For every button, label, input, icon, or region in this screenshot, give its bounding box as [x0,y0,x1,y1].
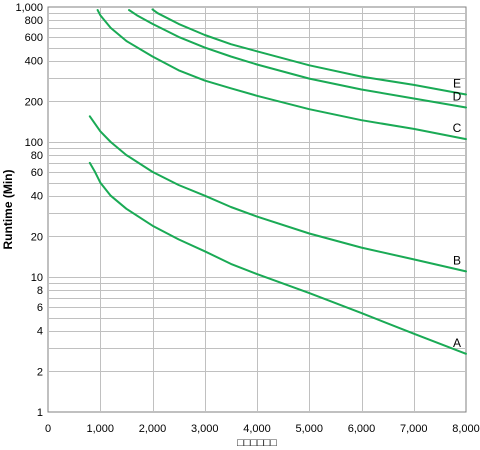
series-label-e: E [453,76,461,90]
series-label-b: B [453,253,461,267]
y-tick-label: 8 [37,285,43,297]
series-line-a [88,161,467,355]
series-line-d [128,9,467,109]
y-tick-label: 600 [25,32,43,44]
y-tick-label: 60 [31,167,43,179]
y-tick-label: 400 [25,56,43,68]
x-tick-label: 0 [45,423,51,435]
x-tick-label: 3,000 [191,423,219,435]
x-tick-label: 1,000 [86,423,114,435]
y-tick-label: 4 [37,326,43,338]
series-label-c: C [453,121,462,135]
x-tick-label: 2,000 [139,423,167,435]
x-tick-label: 7,000 [400,423,428,435]
y-tick-label: 800 [25,15,43,27]
y-tick-label: 20 [31,231,43,243]
y-tick-label: 1,000 [15,2,43,14]
y-tick-label: 6 [37,302,43,314]
grid-lines [48,7,466,412]
x-tick-label: 4,000 [243,423,271,435]
series-line-b [88,115,467,273]
y-tick-label: 80 [31,150,43,162]
series-label-d: D [453,90,462,104]
y-tick-label: 200 [25,96,43,108]
y-tick-label: 100 [25,137,43,149]
y-tick-label: 1 [37,407,43,419]
x-tick-label: 8,000 [452,423,480,435]
y-tick-label: 2 [37,366,43,378]
series-label-a: A [453,336,461,350]
y-axis-title: Runtime (Min) [1,170,15,250]
x-tick-label: 6,000 [348,423,376,435]
series-lines [88,8,467,355]
series-line-c [96,9,467,141]
y-tick-label: 40 [31,191,43,203]
series-labels: A B C DE [453,76,462,349]
x-tick-label: 5,000 [295,423,323,435]
x-axis-title: □□□□□□ [237,437,277,449]
x-axis-ticks: 0 1,000 2,000 3,000 4,000 5,000 6,000 7,000 8,00… [45,423,480,435]
series-line-e [151,8,467,96]
y-tick-label: 10 [31,272,43,284]
